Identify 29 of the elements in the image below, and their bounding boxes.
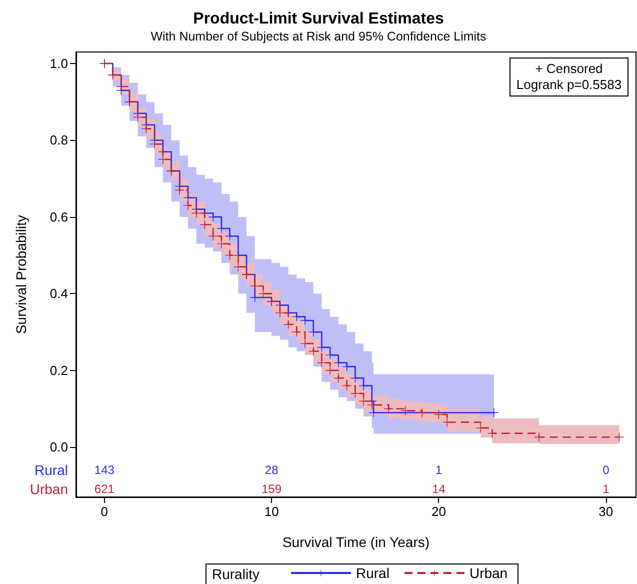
x-tick-label: 30 bbox=[598, 504, 614, 519]
annotation: 143 bbox=[94, 463, 115, 477]
annotation: 14 bbox=[432, 482, 446, 496]
y-tick-label: 0.8 bbox=[50, 132, 68, 148]
annotation: + Censored bbox=[535, 61, 603, 76]
annotation: 28 bbox=[264, 463, 279, 477]
y-tick-label: 0.0 bbox=[50, 440, 68, 455]
annotation: 159 bbox=[262, 482, 282, 496]
annotation: Logrank p=0.5583 bbox=[516, 77, 622, 92]
x-axis-title: Survival Time (in Years) bbox=[282, 534, 430, 550]
y-tick-label: 0.2 bbox=[50, 362, 68, 378]
legend-label: Urban bbox=[469, 565, 508, 581]
annotation: 1 bbox=[602, 482, 610, 496]
x-tick-label: 0 bbox=[100, 504, 108, 519]
chart-subtitle: With Number of Subjects at Risk and 95% Confidence Limits bbox=[150, 30, 486, 44]
y-axis-title: Survival Probability bbox=[13, 214, 29, 334]
annotation: 621 bbox=[94, 482, 115, 496]
x-tick-label: 20 bbox=[432, 504, 446, 519]
chart-title: Product-Limit Survival Estimates bbox=[193, 10, 444, 28]
annotation: 1 bbox=[435, 463, 442, 477]
x-tick-label: 10 bbox=[264, 504, 279, 519]
annotation: 0 bbox=[602, 463, 610, 477]
y-tick-label: 0.6 bbox=[50, 209, 68, 224]
legend-label: Rural bbox=[356, 565, 390, 581]
y-tick-label: 0.4 bbox=[50, 286, 68, 302]
text: Urban bbox=[30, 481, 68, 497]
legend-title: Rurality bbox=[212, 566, 260, 582]
text: Rural bbox=[34, 462, 68, 478]
y-tick-label: 1.0 bbox=[50, 56, 68, 72]
